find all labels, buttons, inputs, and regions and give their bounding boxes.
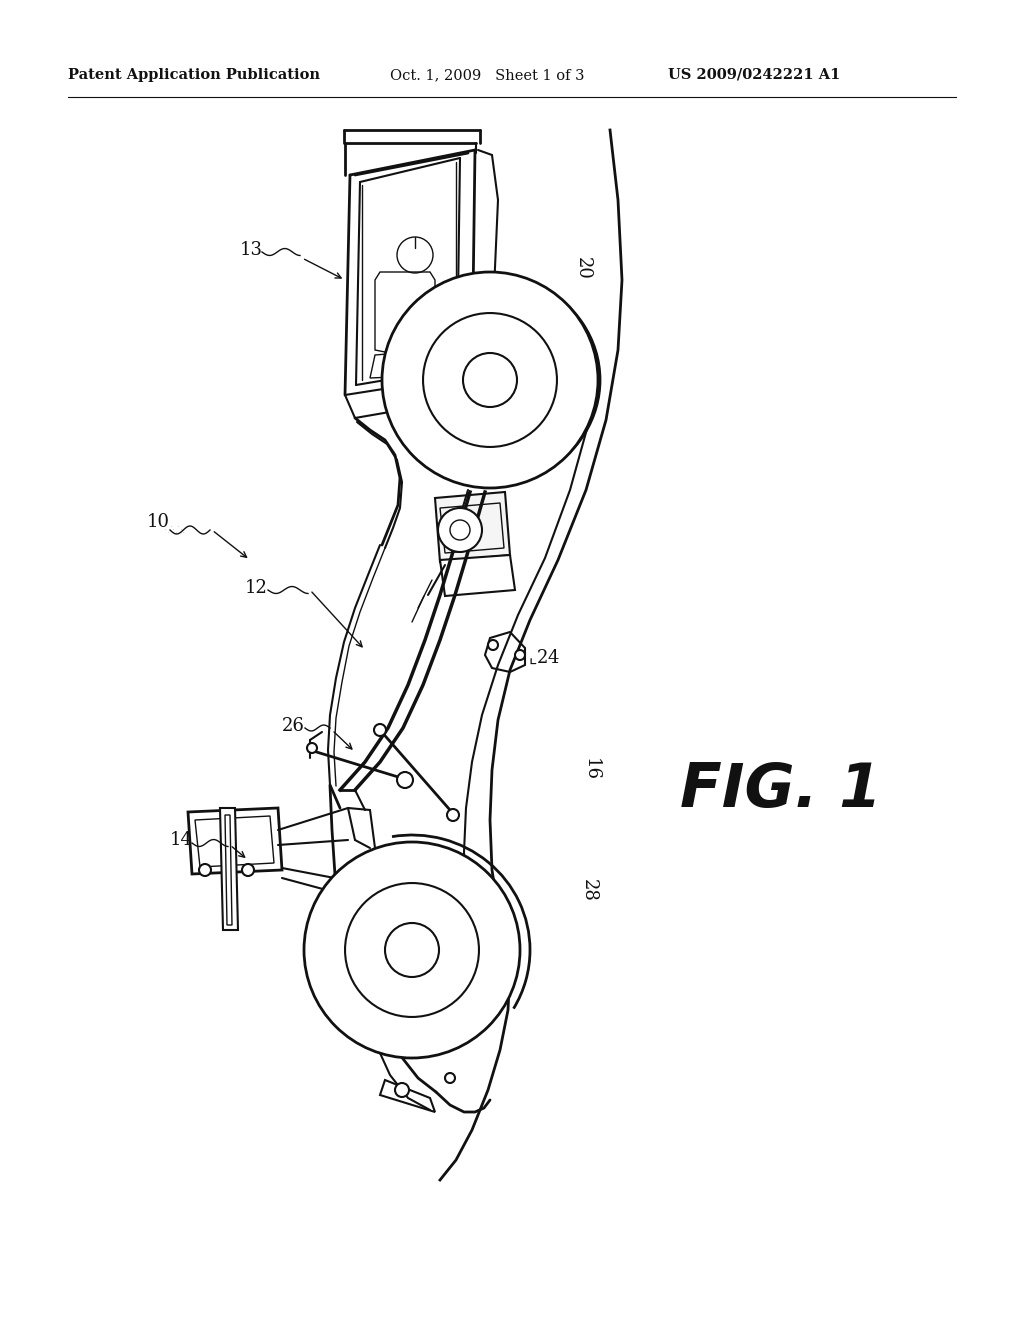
- Text: US 2009/0242221 A1: US 2009/0242221 A1: [668, 69, 841, 82]
- Text: Oct. 1, 2009   Sheet 1 of 3: Oct. 1, 2009 Sheet 1 of 3: [390, 69, 585, 82]
- Circle shape: [382, 272, 598, 488]
- Polygon shape: [485, 632, 525, 672]
- Circle shape: [374, 723, 386, 737]
- Text: 10: 10: [147, 513, 170, 531]
- Circle shape: [242, 865, 254, 876]
- Text: .: .: [168, 529, 169, 533]
- Circle shape: [395, 1082, 409, 1097]
- Text: 26: 26: [282, 717, 305, 735]
- Polygon shape: [380, 1080, 435, 1111]
- Circle shape: [304, 842, 520, 1059]
- Circle shape: [397, 772, 413, 788]
- Text: 14: 14: [170, 832, 193, 849]
- Circle shape: [445, 1073, 455, 1082]
- Circle shape: [345, 883, 479, 1016]
- Polygon shape: [220, 808, 238, 931]
- Text: 13: 13: [240, 242, 263, 259]
- Text: 12: 12: [245, 579, 268, 597]
- Text: Patent Application Publication: Patent Application Publication: [68, 69, 319, 82]
- Text: $\mathsf{\llcorner}$24: $\mathsf{\llcorner}$24: [528, 649, 560, 667]
- Circle shape: [423, 313, 557, 447]
- Text: .: .: [165, 527, 166, 531]
- Circle shape: [438, 508, 482, 552]
- Polygon shape: [440, 554, 515, 597]
- Circle shape: [515, 649, 525, 660]
- Text: 20: 20: [574, 256, 592, 280]
- Circle shape: [307, 743, 317, 752]
- Text: 28: 28: [580, 879, 598, 902]
- Polygon shape: [435, 492, 510, 562]
- Text: .: .: [183, 529, 184, 533]
- Polygon shape: [188, 808, 282, 874]
- Text: .: .: [175, 529, 176, 533]
- Text: .: .: [180, 527, 181, 531]
- Circle shape: [199, 865, 211, 876]
- Text: .: .: [170, 524, 171, 528]
- Text: FIG. 1: FIG. 1: [680, 760, 882, 820]
- Circle shape: [488, 640, 498, 649]
- Text: .: .: [178, 524, 179, 528]
- Circle shape: [447, 809, 459, 821]
- Text: 16: 16: [582, 759, 600, 781]
- Text: .: .: [173, 527, 174, 531]
